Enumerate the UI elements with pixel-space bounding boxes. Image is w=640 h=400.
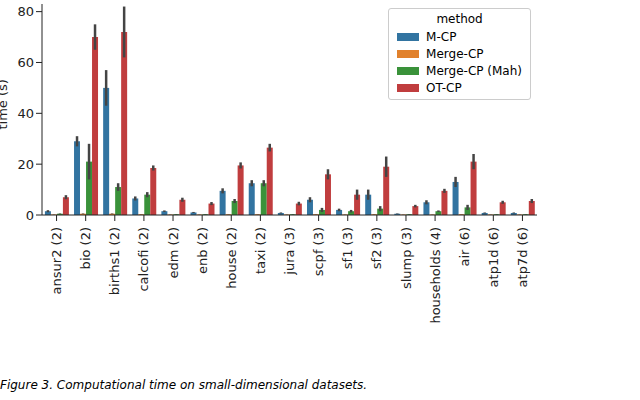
svg-text:atp1d (6): atp1d (6) bbox=[486, 227, 501, 287]
svg-text:ansur2 (2): ansur2 (2) bbox=[49, 227, 64, 294]
svg-text:sf2 (3): sf2 (3) bbox=[369, 227, 384, 269]
svg-text:20: 20 bbox=[17, 157, 34, 172]
svg-text:40: 40 bbox=[17, 106, 34, 121]
svg-text:house (2): house (2) bbox=[224, 227, 239, 289]
svg-text:households (4): households (4) bbox=[428, 227, 443, 324]
svg-text:80: 80 bbox=[17, 4, 34, 19]
svg-text:scpf (3): scpf (3) bbox=[311, 227, 326, 276]
html-text:method: method bbox=[436, 12, 483, 26]
svg-text:atp7d (6): atp7d (6) bbox=[515, 227, 530, 287]
svg-text:time (s): time (s) bbox=[8, 79, 10, 129]
svg-text:births1 (2): births1 (2) bbox=[107, 227, 122, 295]
svg-text:jura (3): jura (3) bbox=[282, 227, 297, 276]
html-text:Merge-CP (Mah): Merge-CP (Mah) bbox=[426, 63, 522, 78]
svg-text:bio (2): bio (2) bbox=[78, 227, 93, 269]
svg-text:sf1 (3): sf1 (3) bbox=[340, 227, 355, 269]
html-text:Merge-CP: Merge-CP bbox=[426, 46, 484, 61]
svg-text:edm (2): edm (2) bbox=[166, 227, 181, 278]
svg-text:taxi (2): taxi (2) bbox=[253, 227, 268, 274]
svg-text:slump (3): slump (3) bbox=[399, 227, 414, 289]
html-text:OT-CP: OT-CP bbox=[426, 80, 462, 95]
svg-text:0: 0 bbox=[26, 208, 34, 223]
svg-text:60: 60 bbox=[17, 55, 34, 70]
svg-text:air (6): air (6) bbox=[457, 227, 472, 266]
html-text:Figure 3. Computational time o: Figure 3. Computational time on small-di… bbox=[0, 378, 368, 392]
svg-text:enb (2): enb (2) bbox=[195, 227, 210, 274]
svg-text:calcofi (2): calcofi (2) bbox=[136, 227, 151, 292]
html-text:M-CP: M-CP bbox=[426, 29, 457, 44]
